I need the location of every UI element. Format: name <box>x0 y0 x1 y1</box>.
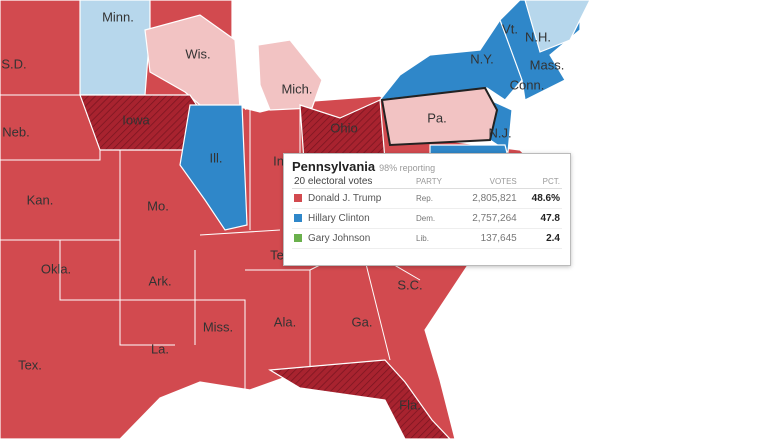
state-label: N.H. <box>525 29 551 44</box>
votes: 2,805,821 <box>453 188 519 209</box>
state-label: S.C. <box>397 277 422 292</box>
state-label: La. <box>151 341 169 356</box>
votes: 2,757,264 <box>453 208 519 229</box>
state-label: Fla. <box>399 397 421 412</box>
state-label: Iowa <box>122 112 150 127</box>
tooltip-title: Pennsylvania <box>292 159 376 174</box>
state-label: Wis. <box>185 46 210 61</box>
swatch <box>294 194 302 202</box>
state-fla <box>268 359 451 439</box>
header-row: 20 electoral votes PARTY VOTES PCT. <box>292 175 562 189</box>
state-label: N.J. <box>488 125 511 140</box>
state-label: Conn. <box>510 77 545 92</box>
state-label: N.Y. <box>470 51 494 66</box>
state-label: Ark. <box>148 273 171 288</box>
reporting: 98% reporting <box>379 163 436 173</box>
state-label: Vt. <box>502 21 518 36</box>
candidate: Hillary Clinton <box>308 213 370 224</box>
result-row: Donald J. Trump Rep. 2,805,821 48.6% <box>292 188 562 209</box>
column-header: VOTES <box>453 175 519 189</box>
candidate-cell: Hillary Clinton <box>292 208 415 229</box>
pct: 47.8 <box>518 208 562 229</box>
state-nh <box>524 0 591 53</box>
state-label: S.D. <box>1 56 26 71</box>
state-label: Ga. <box>352 314 373 329</box>
party: Rep. <box>414 188 454 209</box>
state-label: Kan. <box>27 192 54 207</box>
electoral-votes: 20 electoral votes <box>292 175 415 189</box>
pct: 48.6% <box>518 188 562 209</box>
state-label: Mo. <box>147 198 169 213</box>
tooltip: Pennsylvania 98% reporting 20 electoral v… <box>283 153 571 266</box>
result-row: Hillary Clinton Dem. 2,757,264 47.8 <box>292 208 562 229</box>
lake-michigan <box>240 40 258 110</box>
state-mich <box>257 39 323 111</box>
tooltip-header: Pennsylvania 98% reporting <box>292 159 562 174</box>
state-label: Mich. <box>281 81 312 96</box>
state-minn <box>79 0 151 96</box>
party: Dem. <box>414 208 454 229</box>
candidate: Gary Johnson <box>308 233 371 244</box>
lakes <box>232 0 500 100</box>
candidate: Donald J. Trump <box>308 193 382 204</box>
results-table: 20 electoral votes PARTY VOTES PCT. Dona… <box>292 175 562 249</box>
votes: 137,645 <box>453 228 519 249</box>
state-label: Miss. <box>203 319 233 334</box>
party: Lib. <box>414 228 454 249</box>
state-label: Minn. <box>102 9 134 24</box>
column-header: PARTY <box>414 175 454 189</box>
swatch <box>294 214 302 222</box>
state-label: Pa. <box>427 110 447 125</box>
state-pa <box>380 86 499 147</box>
candidate-cell: Donald J. Trump <box>292 188 415 209</box>
result-row: Gary Johnson Lib. 137,645 2.4 <box>292 228 562 249</box>
state-label: Okla. <box>41 261 71 276</box>
state-ill <box>179 104 248 231</box>
state-label: Ala. <box>274 314 296 329</box>
column-header: PCT. <box>518 175 562 189</box>
swatch <box>294 234 302 242</box>
state-label: Mass. <box>530 57 565 72</box>
state-label: Tex. <box>18 357 42 372</box>
state-label: Ill. <box>210 150 223 165</box>
candidate-cell: Gary Johnson <box>292 228 415 249</box>
state-label: Ohio <box>330 120 357 135</box>
pct: 2.4 <box>518 228 562 249</box>
state-label: Neb. <box>2 124 29 139</box>
